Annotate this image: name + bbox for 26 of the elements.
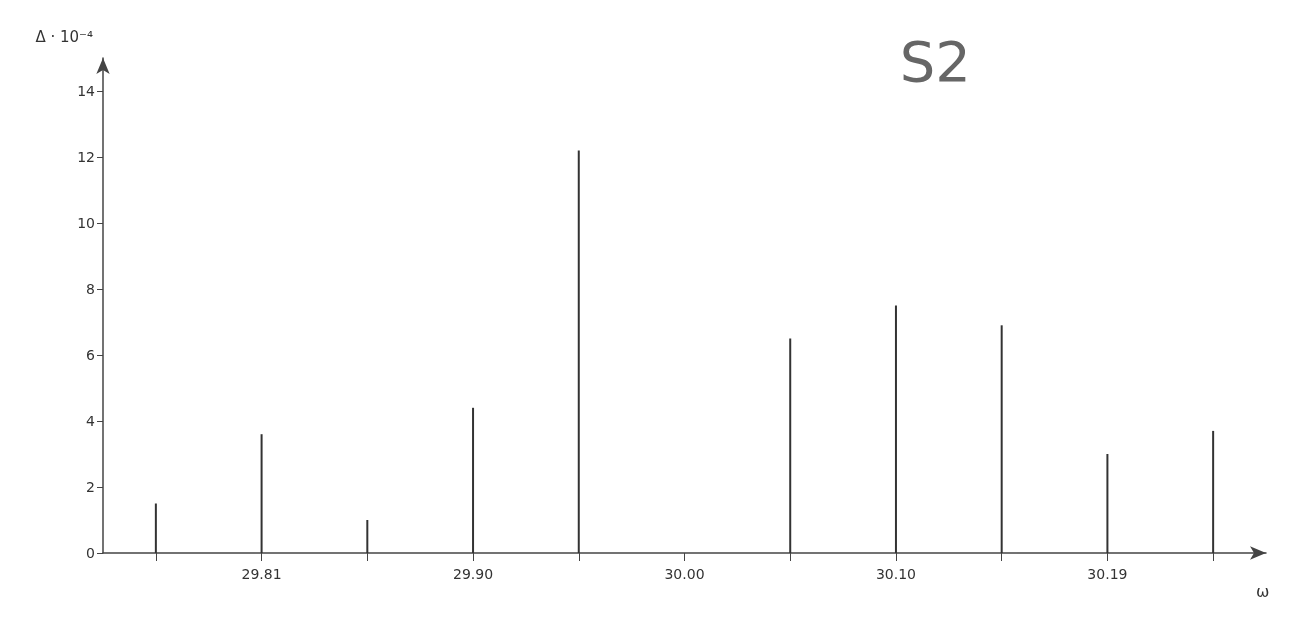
y-tick-label: 10 bbox=[77, 215, 95, 231]
y-tick-label: 14 bbox=[77, 83, 96, 99]
y-tick-label: 2 bbox=[86, 479, 95, 495]
y-tick-label: 4 bbox=[86, 413, 96, 429]
x-tick-label: 29.81 bbox=[241, 566, 282, 582]
bar bbox=[894, 305, 897, 553]
x-tick-label: 30.19 bbox=[1087, 566, 1128, 582]
x-tick-label: 30.00 bbox=[664, 566, 705, 582]
bar bbox=[366, 520, 369, 553]
bar bbox=[260, 434, 263, 553]
y-tick-label: 8 bbox=[86, 281, 95, 297]
bar bbox=[1000, 325, 1003, 553]
y-tick-label: 0 bbox=[86, 545, 95, 561]
bar bbox=[789, 338, 792, 553]
chart-title: S2 bbox=[899, 28, 972, 94]
x-tick-label: 29.90 bbox=[453, 566, 494, 582]
bar bbox=[1106, 454, 1109, 553]
bar bbox=[472, 407, 475, 553]
y-axis-title: Δ · 10⁻⁴ bbox=[35, 27, 93, 46]
x-tick-label: 30.10 bbox=[875, 566, 916, 582]
x-axis-title: ω bbox=[1256, 581, 1270, 601]
y-tick-label: 12 bbox=[77, 149, 95, 165]
y-tick-label: 6 bbox=[86, 347, 96, 363]
bar bbox=[577, 150, 580, 553]
bar bbox=[154, 503, 157, 553]
bar bbox=[1212, 430, 1215, 553]
